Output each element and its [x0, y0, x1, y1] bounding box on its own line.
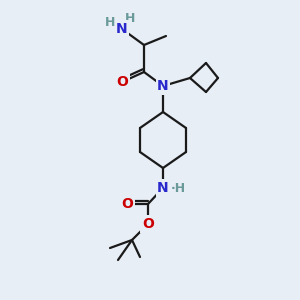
Text: H: H — [125, 11, 135, 25]
Text: N: N — [116, 22, 128, 36]
Text: O: O — [121, 197, 133, 211]
Text: N: N — [157, 181, 169, 195]
Text: O: O — [142, 217, 154, 231]
Text: H: H — [105, 16, 115, 28]
Text: N: N — [157, 79, 169, 93]
Text: O: O — [116, 75, 128, 89]
Text: ·H: ·H — [170, 182, 186, 194]
